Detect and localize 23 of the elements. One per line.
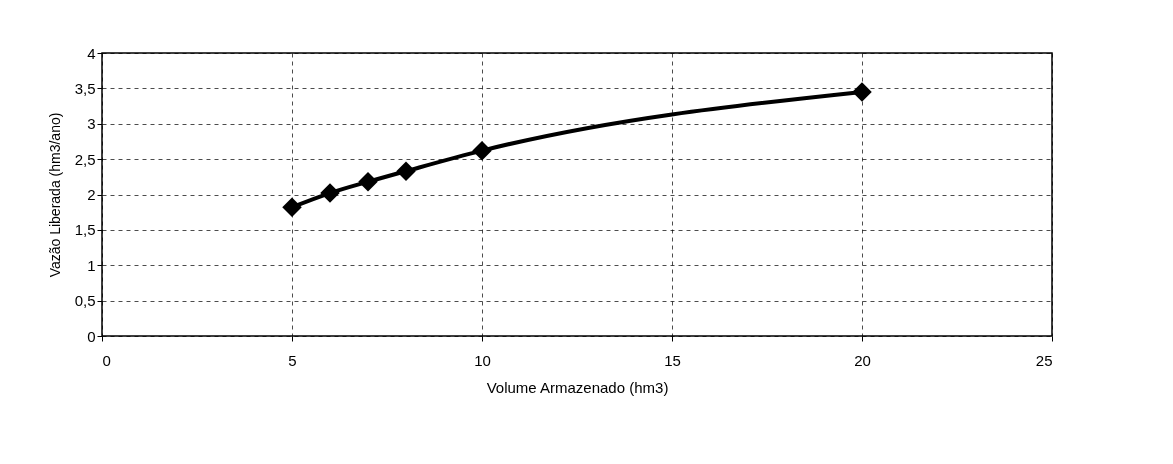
x-tick-label: 20 <box>854 351 871 369</box>
point <box>282 197 302 217</box>
point <box>320 183 340 203</box>
x-tick-label: 0 <box>102 351 111 369</box>
y-tick-label: 1 <box>87 256 96 274</box>
y-tick-label: 3 <box>87 115 96 133</box>
x-tick-label: 10 <box>474 351 491 369</box>
y-tick-label: 2 <box>87 186 96 203</box>
x-tick-label: 5 <box>288 351 297 369</box>
point <box>472 140 492 161</box>
y-tick-label: 0,5 <box>74 292 96 310</box>
x-tick-label: 15 <box>664 351 681 369</box>
y-tick-label: 1,5 <box>74 221 96 239</box>
point <box>396 161 416 181</box>
x-tick-label: 25 <box>1035 351 1053 369</box>
x-axis-title: Volume Armazenado (hm3) <box>486 378 669 396</box>
y-tick-label: 0 <box>87 327 96 345</box>
y-tick-label: 4 <box>87 44 96 62</box>
y-axis-title: Vazão Liberada (hm3/ano) <box>46 112 63 278</box>
y-tick-label: 3,5 <box>74 79 96 97</box>
y-tick-label: 2,5 <box>74 150 96 168</box>
point <box>852 82 872 102</box>
point <box>358 172 378 192</box>
